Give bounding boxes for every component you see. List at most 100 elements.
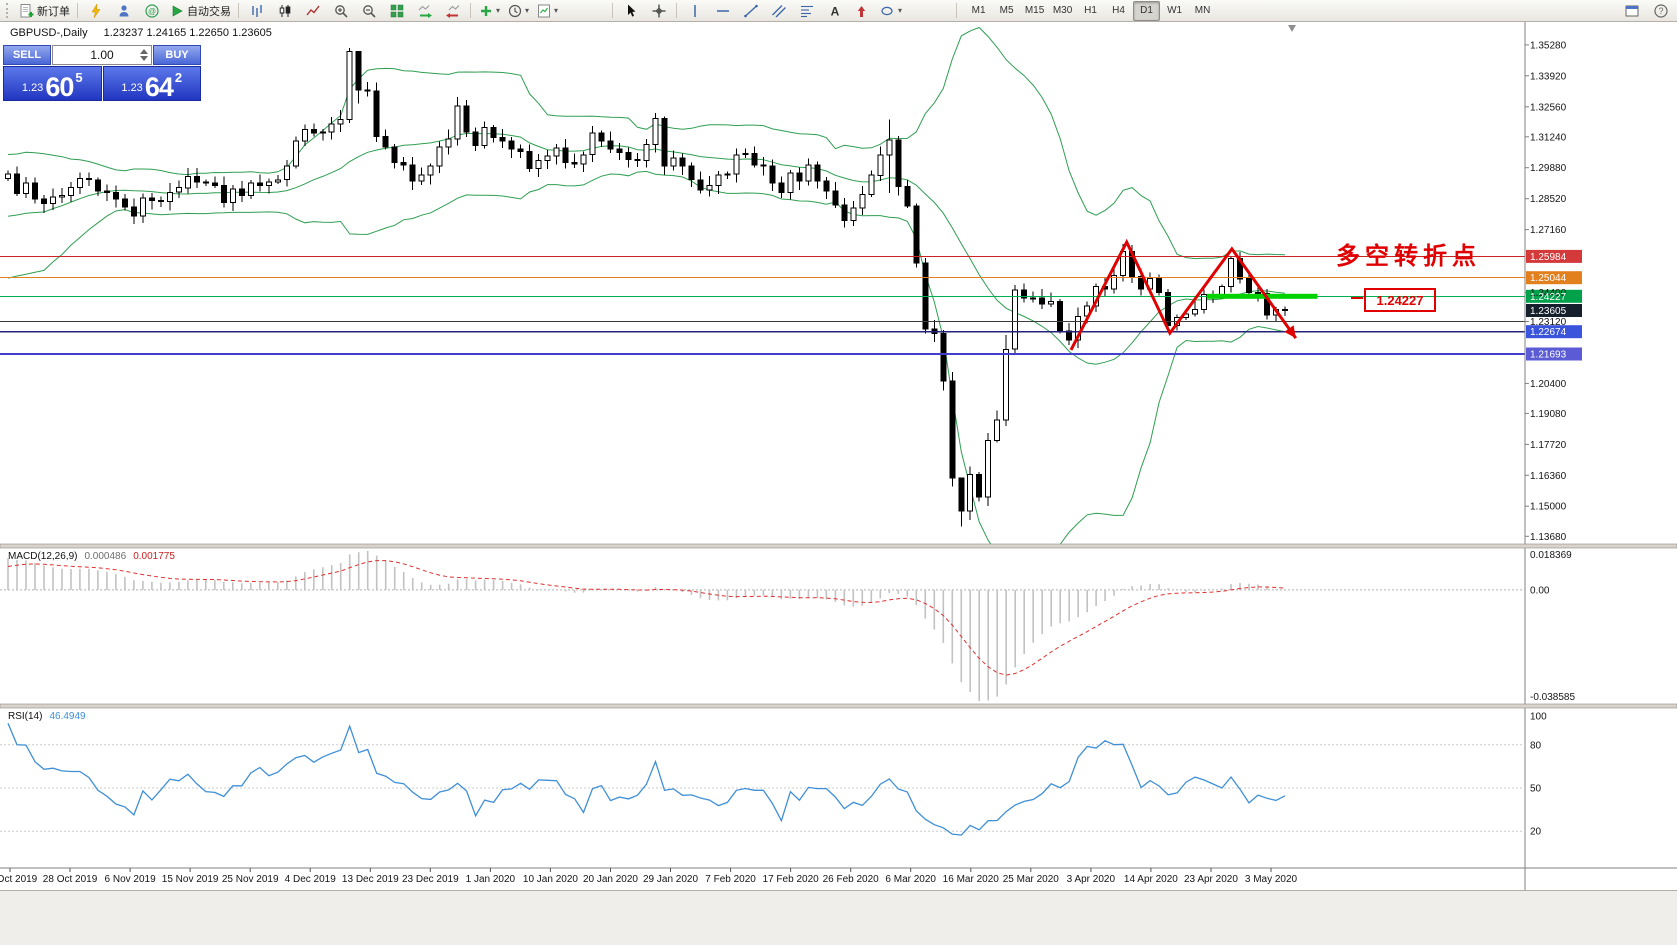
svg-text:14 Apr 2020: 14 Apr 2020 [1124,874,1178,885]
svg-text:20 Jan 2020: 20 Jan 2020 [583,874,638,885]
svg-text:1.35280: 1.35280 [1530,40,1567,51]
svg-text:29 Jan 2020: 29 Jan 2020 [643,874,698,885]
lightning-icon [91,2,100,18]
channel-button[interactable] [765,0,792,21]
svg-text:16 Mar 2020: 16 Mar 2020 [943,874,1000,885]
sell-button[interactable]: SELL [3,45,51,65]
svg-text:1 Jan 2020: 1 Jan 2020 [466,874,516,885]
volume-stepper[interactable] [138,48,149,62]
stepper-down-icon[interactable] [139,56,148,61]
price-callout-dash [1351,297,1363,299]
window-icon [1625,5,1638,16]
zoom-in-icon [334,4,348,18]
date-axis[interactable] [0,867,1677,872]
chart-shift-button[interactable] [439,0,466,21]
auto-scroll-icon [418,4,432,18]
svg-text:26 Feb 2020: 26 Feb 2020 [823,874,880,885]
price-tag [1526,289,1582,303]
toolbar-right-group: ? [1618,0,1674,21]
vertical-line-button[interactable] [681,0,708,21]
templates-button[interactable]: ▾ [533,0,561,21]
bar-chart-button[interactable] [243,0,270,21]
vertical-line-icon [693,4,696,17]
ellipse-shape-icon [881,6,893,15]
timeframe-button-d1[interactable]: D1 [1133,0,1161,21]
tile-windows-button[interactable] [383,0,410,21]
cursor-button[interactable] [617,0,644,21]
bollinger-upper-band [7,26,1286,260]
price-tag [1526,249,1582,263]
trendline-button[interactable] [737,0,764,21]
new-order-button[interactable]: 新订单 [16,0,73,21]
market-button[interactable]: @ [138,0,165,21]
chevron-down-icon: ▾ [554,5,559,15]
sell-price-panel[interactable]: 1.23 60 5 [3,66,102,101]
buy-price-panel[interactable]: 1.23 64 2 [102,66,201,101]
zoom-in-button[interactable] [327,0,354,21]
macd-indicator-label: MACD(12,26,9) 0.000486 0.001775 [8,551,175,562]
buy-price-prefix: 1.23 [121,82,143,94]
timeframe-button-h4[interactable]: H4 [1112,5,1125,16]
price-callout-box: 1.24227 [1364,288,1436,312]
svg-text:6 Nov 2019: 6 Nov 2019 [105,874,157,885]
timeframe-button-m1[interactable]: M1 [971,5,986,16]
timeframe-button-h1[interactable]: H1 [1084,5,1097,16]
svg-text:1.27160: 1.27160 [1530,225,1567,236]
svg-text:28 Oct 2019: 28 Oct 2019 [43,874,98,885]
metaeditor-button[interactable] [82,0,109,21]
toolbar-separator [238,3,239,18]
toolbar-separator [77,3,78,18]
pane-splitter[interactable] [0,703,1677,709]
candlestick-chart-button[interactable] [271,0,298,21]
autotrading-label: 自动交易 [187,5,231,18]
svg-text:3 May 2020: 3 May 2020 [1245,874,1298,885]
volume-input[interactable]: 1.00 [52,45,152,65]
horizontal-line-button[interactable] [709,0,736,21]
svg-text:1.16360: 1.16360 [1530,471,1567,482]
window-bottom-strip [0,890,1677,945]
macd-histogram [7,551,1286,701]
macd-signal-value: 0.001775 [133,551,175,562]
symbol-period-label: GBPUSD-,Daily [10,27,88,39]
candles [5,47,1288,527]
timeframe-button-m30[interactable]: M30 [1052,5,1073,16]
zoom-out-button[interactable] [355,0,382,21]
community-button[interactable] [110,0,137,21]
stepper-up-icon[interactable] [139,49,148,54]
buy-button[interactable]: BUY [153,45,201,65]
svg-text:15 Nov 2019: 15 Nov 2019 [162,874,219,885]
help-button[interactable]: ? [1647,0,1674,21]
timeframe-button-m15[interactable]: M15 [1024,5,1045,16]
crosshair-button[interactable] [645,0,672,21]
auto-scroll-button[interactable] [411,0,438,21]
periods-button[interactable]: ▾ [504,0,532,21]
globe-icon: @ [144,3,159,18]
svg-text:6 Mar 2020: 6 Mar 2020 [885,874,936,885]
svg-text:1.23120: 1.23120 [1530,317,1567,328]
chart-window[interactable]: 1.35280 1.33920 1.32560 1.31240 1.29880 1.285… [0,22,1677,890]
svg-text:1.31240: 1.31240 [1530,132,1567,143]
price-axis[interactable] [1524,22,1582,890]
green-level-segment [1206,293,1318,299]
svg-text:A: A [830,4,839,18]
shapes-button[interactable]: ▾ [877,0,905,21]
window-layout-button[interactable] [1618,0,1645,21]
toolbar-separator [612,3,614,18]
macd-signal-line [7,560,1286,676]
fibonacci-button[interactable] [793,0,820,21]
price-tag [1526,304,1582,317]
timeframe-button-w1[interactable]: W1 [1167,5,1183,16]
svg-text:20: 20 [1530,827,1542,838]
chart-canvas[interactable]: 1.35280 1.33920 1.32560 1.31240 1.29880 1.285… [0,22,1677,890]
pane-splitter[interactable] [0,543,1677,549]
line-chart-button[interactable] [299,0,326,21]
price-tag [1526,271,1582,285]
candlestick-chart-icon [279,4,290,17]
arrows-button[interactable] [849,0,876,21]
text-label-button[interactable]: A [821,0,848,21]
chart-shift-icon [445,4,459,18]
indicators-button[interactable]: ▾ [475,0,503,21]
timeframe-button-m5[interactable]: M5 [999,5,1014,16]
timeframe-button-mn[interactable]: MN [1194,5,1211,16]
autotrading-button[interactable]: 自动交易 [166,0,234,21]
